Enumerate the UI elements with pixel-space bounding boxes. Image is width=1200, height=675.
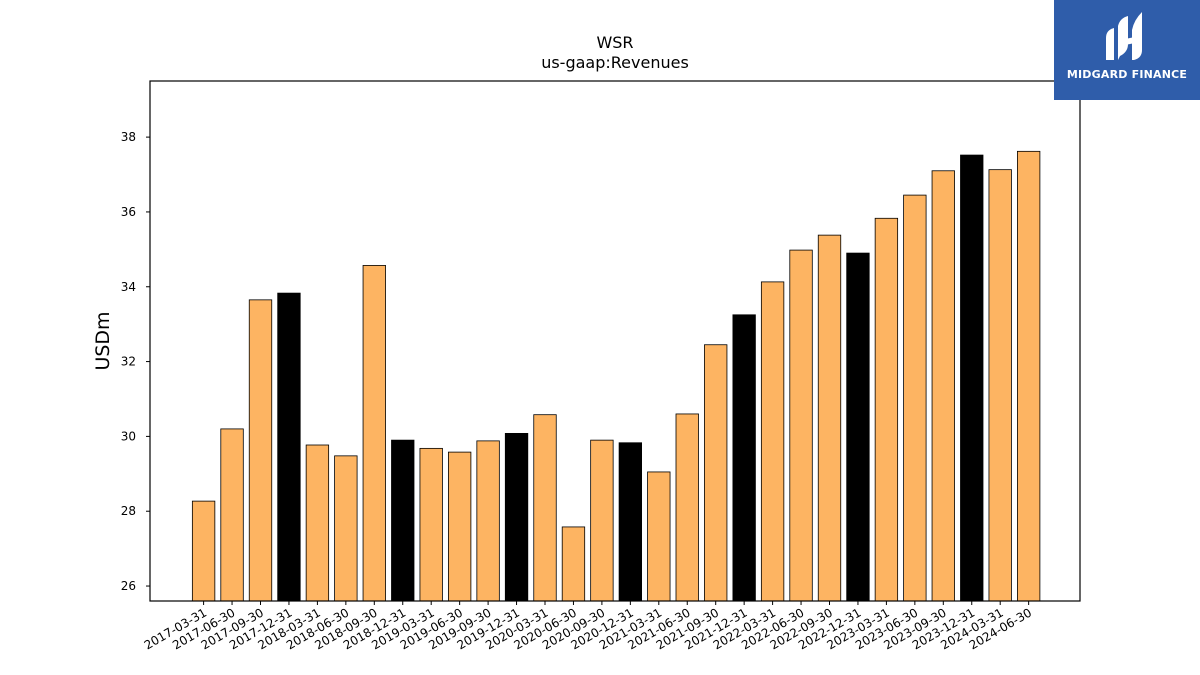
- bar-2021-06-30: [675, 413, 699, 602]
- bar-2024-03-31: [988, 169, 1012, 602]
- y-tick-label: 28: [121, 504, 136, 518]
- bar-2019-06-30: [447, 451, 472, 602]
- chart-subtitle: us-gaap:Revenues: [541, 53, 689, 72]
- y-axis-ticks: 26 28 30 32 34 36 38: [121, 130, 150, 593]
- bar-2019-12-31: [504, 432, 529, 602]
- bar-2023-12-31: [960, 154, 984, 602]
- bar-2022-06-30: [789, 249, 813, 602]
- bar-2021-03-31: [647, 471, 671, 602]
- bar-2022-03-31: [760, 281, 785, 602]
- bar-2018-06-30: [334, 455, 358, 602]
- logo-text: MIDGARD FINANCE: [1066, 68, 1188, 81]
- y-tick-label: 36: [121, 205, 136, 219]
- y-axis-label: USDm: [92, 311, 114, 370]
- bar-2020-09-30: [590, 439, 614, 602]
- bar-2022-09-30: [817, 234, 842, 602]
- bar-2021-12-31: [732, 314, 756, 602]
- bar-2020-06-30: [561, 526, 586, 602]
- y-tick-label: 30: [121, 429, 136, 443]
- plot-frame: [149, 80, 1081, 602]
- bar-2017-09-30: [248, 299, 273, 602]
- y-tick-label: 32: [121, 355, 136, 369]
- bar-2023-06-30: [903, 194, 927, 602]
- y-tick-label: 26: [121, 579, 136, 593]
- midgard-logo-icon: [1106, 12, 1142, 60]
- bar-2021-09-30: [704, 344, 728, 602]
- bar-2023-09-30: [931, 170, 955, 602]
- y-tick-label: 38: [121, 130, 136, 144]
- bar-2023-03-31: [874, 217, 899, 602]
- bar-2017-12-31: [277, 292, 301, 602]
- bar-2018-09-30: [362, 265, 386, 602]
- bar-2019-09-30: [476, 440, 500, 602]
- bar-2020-12-31: [618, 442, 642, 602]
- bars-layer: [191, 150, 1041, 602]
- x-axis-ticks: 2017-03-312017-06-302017-09-302017-12-31…: [142, 601, 1034, 652]
- bar-2018-12-31: [391, 439, 415, 602]
- bar-2024-06-30: [1017, 150, 1041, 602]
- y-tick-label: 34: [121, 280, 136, 294]
- bar-2018-03-31: [305, 444, 330, 602]
- bar-2017-03-31: [191, 500, 216, 602]
- bar-2017-06-30: [220, 428, 244, 602]
- bar-2020-03-31: [533, 414, 557, 602]
- bar-2019-03-31: [419, 447, 443, 602]
- midgard-finance-logo: MIDGARD FINANCE: [1054, 0, 1200, 100]
- bar-2022-12-31: [846, 252, 870, 602]
- chart-title: WSR: [596, 33, 633, 52]
